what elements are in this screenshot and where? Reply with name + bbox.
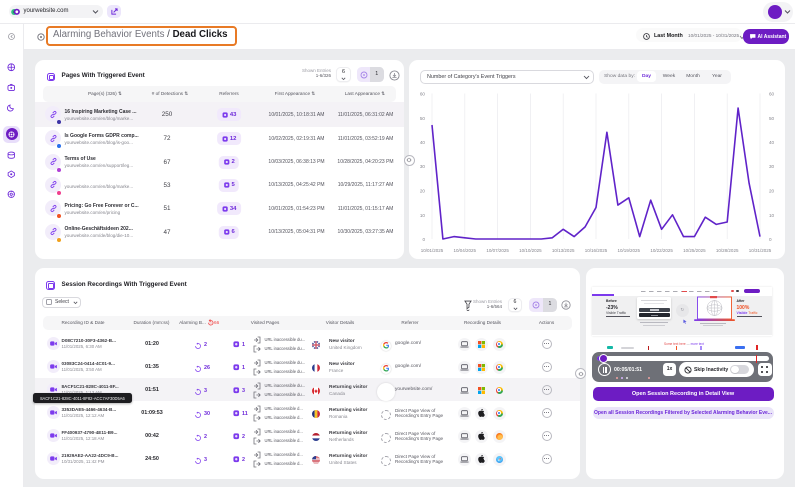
svg-text:30: 30 <box>769 164 775 169</box>
svg-text:50: 50 <box>769 115 775 120</box>
svg-text:10/19/2025: 10/19/2025 <box>618 248 641 253</box>
svg-text:10/13/2025: 10/13/2025 <box>552 248 575 253</box>
svg-text:40: 40 <box>769 140 775 145</box>
svg-text:0: 0 <box>769 237 772 242</box>
svg-text:10/04/2025: 10/04/2025 <box>454 248 477 253</box>
svg-text:10/01/2025: 10/01/2025 <box>421 248 444 253</box>
svg-text:10/22/2025: 10/22/2025 <box>650 248 673 253</box>
svg-text:0: 0 <box>422 237 425 242</box>
svg-text:20: 20 <box>420 188 426 193</box>
svg-text:10: 10 <box>769 212 775 217</box>
svg-text:10/10/2025: 10/10/2025 <box>519 248 542 253</box>
svg-text:10: 10 <box>420 212 426 217</box>
svg-text:40: 40 <box>420 140 426 145</box>
svg-text:10/31/2025: 10/31/2025 <box>749 248 772 253</box>
svg-text:50: 50 <box>420 115 426 120</box>
svg-text:10/07/2025: 10/07/2025 <box>486 248 509 253</box>
svg-text:10/25/2025: 10/25/2025 <box>683 248 706 253</box>
svg-text:60: 60 <box>420 91 426 96</box>
svg-text:30: 30 <box>420 164 426 169</box>
svg-text:10/16/2025: 10/16/2025 <box>585 248 608 253</box>
svg-text:60: 60 <box>769 91 775 96</box>
svg-text:20: 20 <box>769 188 775 193</box>
svg-text:10/28/2025: 10/28/2025 <box>716 248 739 253</box>
